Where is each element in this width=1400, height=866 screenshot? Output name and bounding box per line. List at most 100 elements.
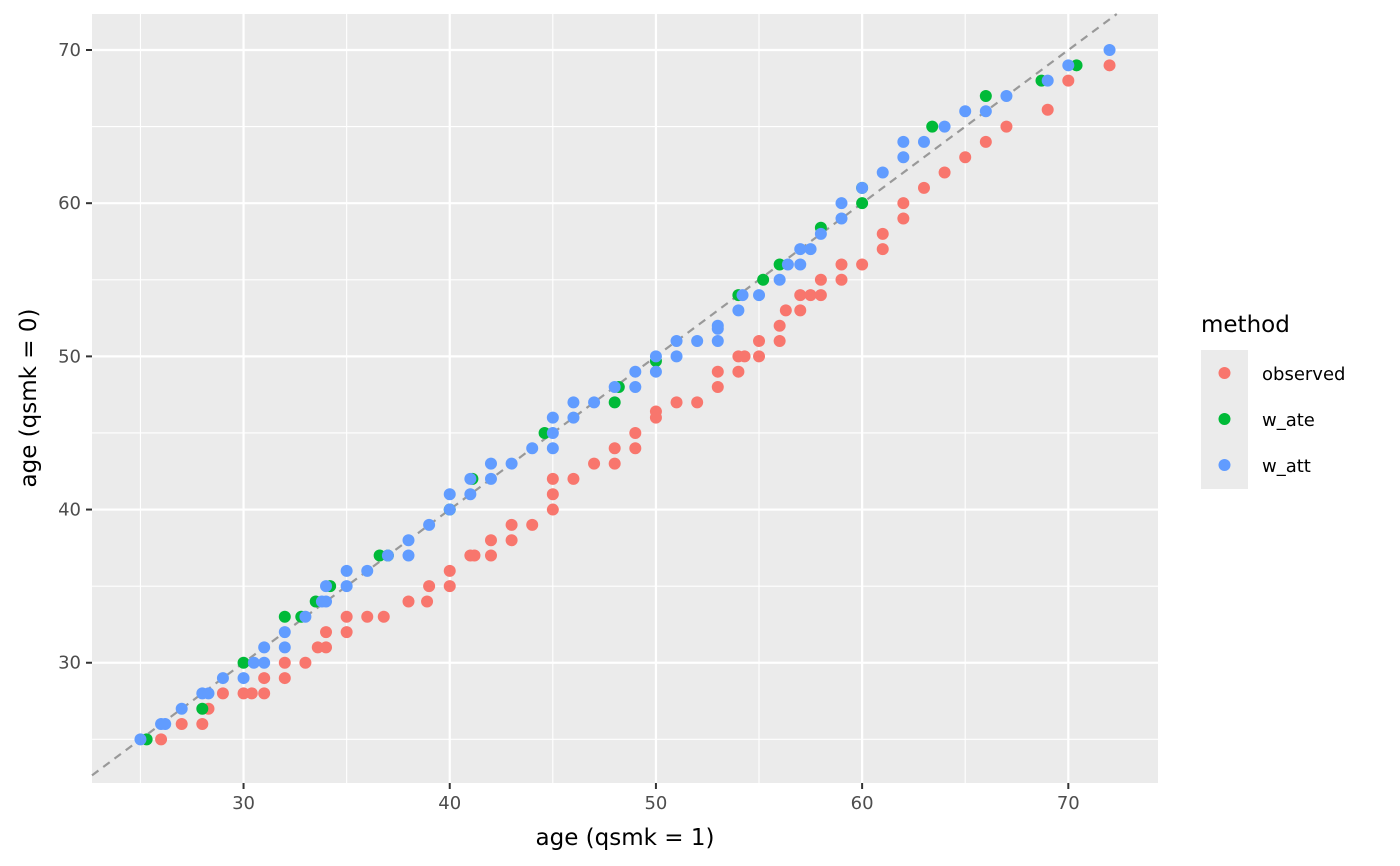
data-point-w_ate — [757, 273, 770, 286]
data-point-observed — [608, 457, 621, 470]
data-point-w_att — [917, 135, 930, 148]
data-point-observed — [794, 304, 807, 317]
x-tick-labels: 30 40 50 60 70 — [232, 793, 1080, 814]
y-tick-labels: 30 40 50 60 70 — [58, 40, 81, 674]
data-point-w_att — [278, 641, 291, 654]
data-point-observed — [959, 151, 972, 164]
data-point-w_att — [876, 166, 889, 179]
x-tick-label: 50 — [644, 793, 667, 814]
data-point-observed — [979, 135, 992, 148]
data-point-w_att — [629, 365, 642, 378]
data-point-w_att — [794, 258, 807, 271]
data-point-observed — [526, 518, 539, 531]
data-point-w_att — [567, 411, 580, 424]
data-point-w_att — [567, 396, 580, 409]
data-point-observed — [732, 365, 745, 378]
data-point-observed — [711, 381, 724, 394]
data-point-observed — [155, 733, 168, 746]
data-point-w_att — [835, 212, 848, 225]
data-point-observed — [794, 289, 807, 302]
axis-ticks — [86, 48, 1070, 789]
data-point-observed — [1062, 74, 1075, 87]
data-point-observed — [649, 405, 662, 418]
data-point-observed — [546, 472, 559, 485]
data-point-observed — [216, 687, 229, 700]
legend-label-w_att: w_att — [1262, 456, 1311, 477]
data-point-observed — [278, 656, 291, 669]
data-point-observed — [608, 442, 621, 455]
data-point-w_ate — [237, 656, 250, 669]
data-point-w_att — [1062, 59, 1075, 72]
data-point-observed — [938, 166, 951, 179]
data-point-w_att — [691, 335, 704, 348]
data-point-w_att — [670, 335, 683, 348]
data-point-w_att — [608, 381, 621, 394]
data-point-observed — [546, 488, 559, 501]
data-point-w_att — [340, 564, 353, 577]
data-point-w_att — [159, 718, 172, 731]
data-point-observed — [876, 243, 889, 256]
data-point-w_att — [402, 549, 415, 562]
data-point-observed — [738, 350, 751, 363]
data-point-w_ate — [856, 197, 869, 210]
data-point-w_att — [546, 426, 559, 439]
data-point-observed — [196, 718, 209, 731]
data-point-observed — [711, 365, 724, 378]
data-point-w_att — [247, 656, 260, 669]
data-point-w_att — [794, 243, 807, 256]
x-tick-label: 40 — [438, 793, 461, 814]
data-point-w_att — [736, 289, 749, 302]
data-point-w_att — [897, 151, 910, 164]
data-point-w_ate — [773, 258, 786, 271]
legend: method observed w_ate w_att — [1201, 312, 1345, 489]
data-point-w_att — [484, 457, 497, 470]
data-point-w_att — [258, 656, 271, 669]
data-point-w_att — [361, 564, 374, 577]
data-point-w_ate — [373, 549, 386, 562]
data-point-observed — [567, 472, 580, 485]
data-point-w_ate — [278, 610, 291, 623]
data-point-w_ate — [196, 702, 209, 715]
y-tick-label: 40 — [58, 500, 81, 521]
x-tick-label: 30 — [232, 793, 255, 814]
data-point-observed — [377, 610, 390, 623]
legend-key-w_ate — [1218, 413, 1231, 425]
data-point-w_att — [484, 472, 497, 485]
data-point-w_att — [979, 105, 992, 118]
data-point-w_att — [202, 687, 215, 700]
data-point-observed — [258, 672, 271, 685]
x-tick-label: 60 — [851, 793, 874, 814]
data-point-w_att — [320, 580, 333, 593]
data-point-observed — [779, 304, 792, 317]
data-point-w_att — [423, 518, 436, 531]
data-point-observed — [421, 595, 434, 608]
data-point-w_ate — [608, 396, 621, 409]
data-point-w_ate — [1070, 59, 1083, 72]
legend-key-observed — [1218, 367, 1231, 379]
y-tick-label: 70 — [58, 40, 81, 61]
data-point-observed — [402, 595, 415, 608]
data-point-observed — [468, 549, 481, 562]
data-point-observed — [670, 396, 683, 409]
data-point-observed — [443, 580, 456, 593]
data-point-observed — [423, 580, 436, 593]
legend-label-w_ate: w_ate — [1262, 410, 1315, 431]
data-point-w_att — [711, 335, 724, 348]
legend-items: observed w_ate w_att — [1218, 364, 1345, 477]
data-point-observed — [897, 212, 910, 225]
data-point-w_att — [1041, 74, 1054, 87]
data-point-observed — [876, 227, 889, 240]
data-points — [134, 43, 1116, 746]
data-point-w_att — [1000, 89, 1013, 102]
data-point-observed — [814, 273, 827, 286]
data-point-observed — [320, 641, 333, 654]
data-point-observed — [546, 503, 559, 516]
data-point-observed — [278, 672, 291, 685]
data-point-observed — [237, 687, 250, 700]
data-point-w_att — [175, 702, 188, 715]
data-point-observed — [1041, 103, 1054, 116]
data-point-w_att — [443, 503, 456, 516]
x-axis-title: age (qsmk = 1) — [536, 825, 715, 851]
data-point-observed — [1000, 120, 1013, 133]
data-point-w_att — [258, 641, 271, 654]
